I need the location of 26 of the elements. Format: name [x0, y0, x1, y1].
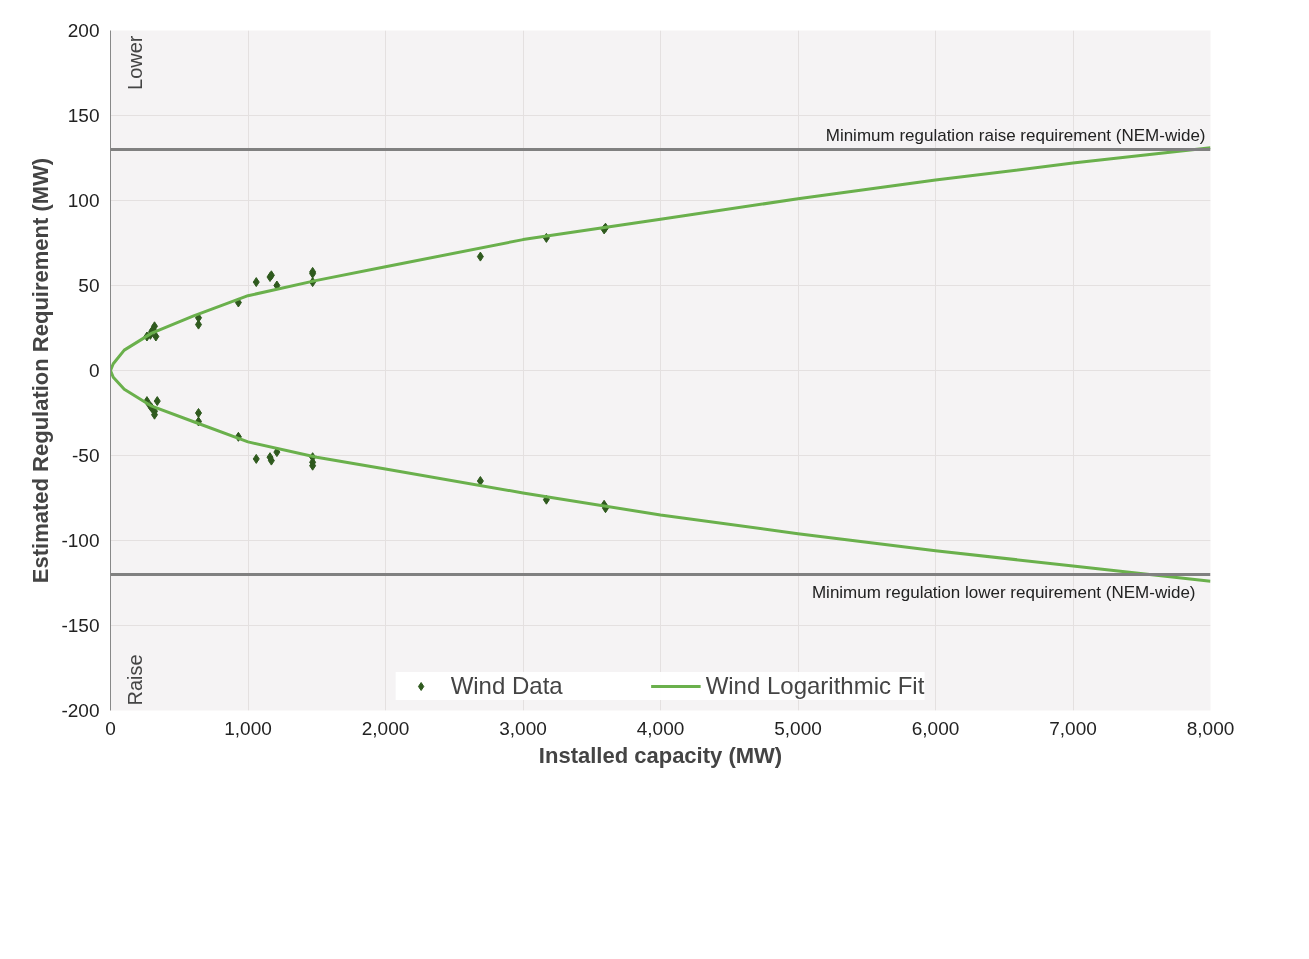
y-tick-label: 150 [67, 105, 100, 126]
annotation: Raise [123, 654, 146, 706]
x-tick-label: 8,000 [1186, 717, 1235, 739]
y-tick-label: -150 [61, 615, 100, 636]
x-tick-label: 4,000 [636, 717, 685, 739]
x-tick-label: 5,000 [774, 717, 822, 739]
ref-line-label: Minimum regulation raise requirement (NEM-wide) [825, 125, 1206, 145]
x-tick-label: 2,000 [361, 717, 410, 739]
legend-label: Wind Logarithmic Fit [705, 672, 925, 700]
x-tick-label: 0 [105, 717, 116, 739]
annotation: Lower [123, 35, 146, 90]
x-tick-label: 7,000 [1049, 717, 1097, 739]
y-tick-label: 0 [88, 360, 100, 381]
y-tick-label: 100 [67, 190, 100, 211]
y-tick-label: 50 [78, 275, 100, 296]
legend-label: Wind Data [450, 672, 564, 700]
y-tick-label: -200 [61, 700, 100, 721]
x-tick-label: 1,000 [224, 717, 272, 739]
y-tick-label: -50 [72, 445, 100, 466]
y-tick-label: 200 [67, 20, 100, 41]
y-tick-label: -100 [61, 530, 100, 551]
x-axis-title: Installed capacity (MW) [538, 742, 783, 768]
x-tick-label: 6,000 [911, 717, 960, 739]
x-tick-label: 3,000 [499, 717, 547, 739]
y-axis-title: Estimated Regulation Requirement (MW) [28, 157, 54, 584]
ref-line-label: Minimum regulation lower requirement (NEM-wide) [811, 582, 1196, 602]
